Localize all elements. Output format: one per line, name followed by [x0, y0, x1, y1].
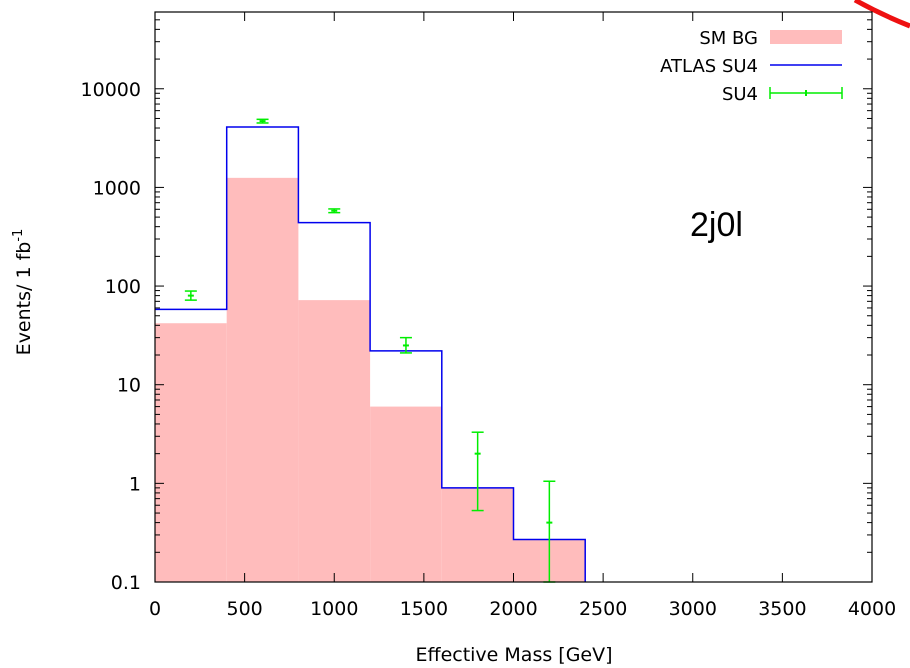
su4-point	[471, 431, 484, 512]
su4-point	[399, 336, 412, 354]
legend-label: ATLAS SU4	[660, 56, 758, 77]
y-axis-label-superscript: -1	[11, 229, 26, 242]
x-tick-label: 3000	[669, 598, 717, 620]
su4-point	[256, 118, 269, 124]
y-axis-label: Events/ 1 fb-1	[11, 229, 35, 356]
x-tick-label: 1500	[400, 598, 448, 620]
legend-label: SM BG	[699, 28, 758, 49]
atlas-su4-line	[155, 126, 586, 582]
su4-point	[328, 208, 341, 214]
y-axis-label-main: Events/ 1 fb	[13, 242, 35, 356]
legend: SM BG ATLAS SU4 SU4	[660, 28, 843, 105]
legend-swatch-fill	[770, 30, 842, 44]
sm-bg-bar	[370, 406, 442, 582]
y-tick-label: 0.1	[111, 572, 141, 594]
x-tick-label: 2000	[489, 598, 537, 620]
x-tick-label: 0	[149, 598, 161, 620]
y-tick-label: 10000	[81, 79, 141, 101]
plot-area	[155, 118, 586, 583]
y-tick-label: 1	[129, 473, 141, 495]
legend-label: SU4	[722, 84, 758, 105]
y-tick-label: 1000	[93, 177, 141, 199]
x-tick-label: 3500	[758, 598, 806, 620]
y-tick-label: 100	[105, 276, 141, 298]
x-tick-label: 4000	[848, 598, 896, 620]
legend-item: SU4	[722, 84, 843, 105]
axes: 0 500 1000 1500 2000 2500 3000 3500 4000 0.1 1 10 10…	[81, 11, 896, 620]
annotation-2j0l: 2j0l	[690, 206, 743, 244]
red-arc-decoration	[853, 0, 910, 29]
x-tick-label: 2500	[579, 598, 627, 620]
y-tick-label: 10	[117, 375, 141, 397]
sm-bg-bar	[298, 300, 371, 582]
legend-item: ATLAS SU4	[660, 56, 842, 77]
sm-bg-bar	[155, 323, 227, 582]
x-tick-label: 500	[226, 598, 262, 620]
x-axis-label: Effective Mass [GeV]	[415, 644, 612, 666]
su4-point	[184, 290, 197, 301]
sm-bg-bar	[226, 177, 299, 582]
legend-item: SM BG	[699, 28, 842, 49]
x-tick-label: 1000	[310, 598, 358, 620]
